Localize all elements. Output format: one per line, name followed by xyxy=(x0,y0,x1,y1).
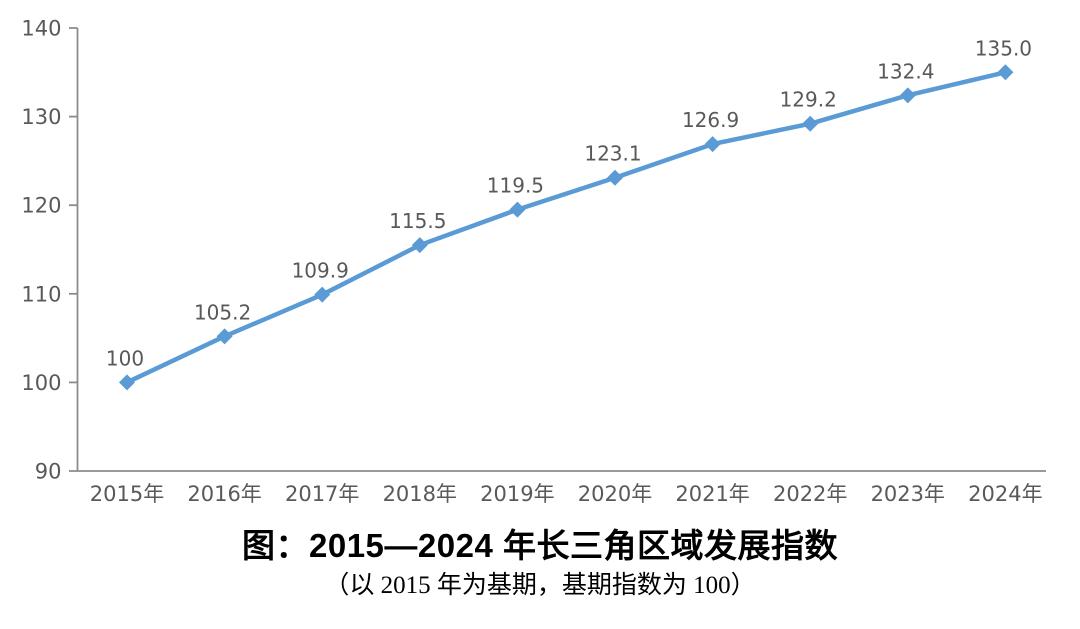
chart-caption: 图：2015—2024 年长三角区域发展指数 （以 2015 年为基期，基期指数… xyxy=(0,525,1080,601)
x-tick-label: 2017年 xyxy=(285,482,359,506)
y-tick-label: 100 xyxy=(21,371,61,395)
data-point-label: 129.2 xyxy=(780,88,837,112)
x-tick-label: 2018年 xyxy=(383,482,457,506)
data-point-marker xyxy=(899,87,916,104)
data-point-label: 109.9 xyxy=(292,259,349,283)
x-tick-label: 2021年 xyxy=(675,482,749,506)
data-point-marker xyxy=(704,136,721,153)
x-tick-label: 2020年 xyxy=(578,482,652,506)
x-tick-label: 2016年 xyxy=(187,482,261,506)
data-point-marker xyxy=(802,115,819,132)
data-point-label: 135.0 xyxy=(975,36,1032,60)
data-point-label: 115.5 xyxy=(389,209,446,233)
y-tick-label: 90 xyxy=(35,460,62,484)
chart-canvas: 140 130 120 110 100 90 2015年 2016年 2017年 2018年 201… xyxy=(21,17,1046,506)
line-chart-figure: 140 130 120 110 100 90 2015年 2016年 2017年 2018年 201… xyxy=(0,17,1080,601)
data-point-marker xyxy=(216,328,233,345)
data-point-label: 100 xyxy=(106,346,144,370)
data-point-label: 132.4 xyxy=(877,59,934,83)
y-tick-label: 140 xyxy=(21,17,61,41)
data-point-marker xyxy=(997,64,1014,81)
data-point-label: 119.5 xyxy=(487,174,544,198)
chart-subtitle: （以 2015 年为基期，基期指数为 100） xyxy=(324,572,756,600)
data-point-marker xyxy=(119,374,135,391)
x-tick-label: 2023年 xyxy=(871,482,945,506)
x-tick-label: 2015年 xyxy=(90,482,164,506)
x-tick-label: 2022年 xyxy=(773,482,847,506)
data-point-marker xyxy=(607,169,623,186)
x-tick-label: 2024年 xyxy=(968,482,1042,506)
data-point-marker xyxy=(314,286,331,303)
data-point-label: 105.2 xyxy=(194,300,251,324)
y-tick-label: 110 xyxy=(21,282,61,306)
y-tick-label: 130 xyxy=(21,105,61,129)
y-tick-label: 120 xyxy=(21,194,61,218)
data-point-label: 126.9 xyxy=(682,108,739,132)
data-point-marker xyxy=(509,201,526,218)
data-point-label: 123.1 xyxy=(584,142,641,166)
data-point-marker xyxy=(411,237,428,254)
data-line xyxy=(124,70,1008,385)
x-tick-label: 2019年 xyxy=(480,482,554,506)
chart-title: 图：2015—2024 年长三角区域发展指数 xyxy=(242,527,838,564)
